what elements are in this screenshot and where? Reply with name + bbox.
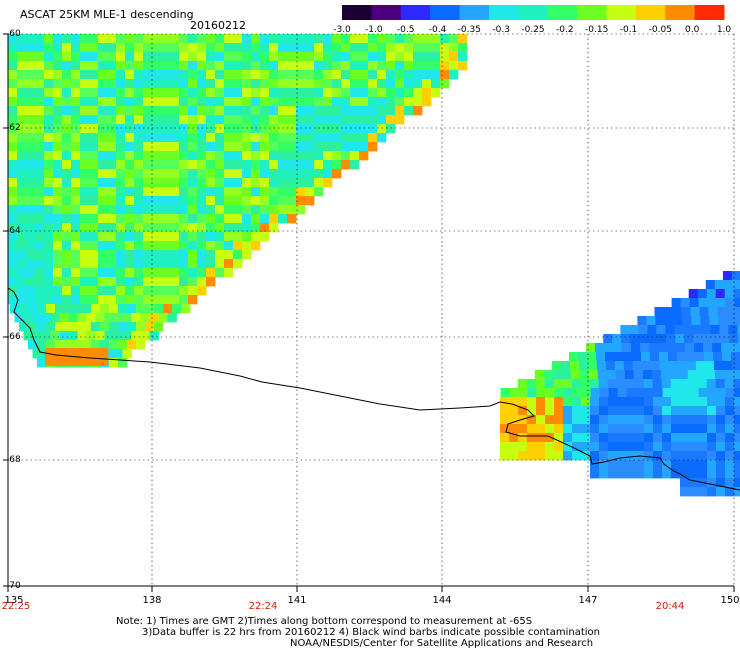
plot-frame	[7, 34, 734, 587]
colorbar-swatch	[342, 5, 372, 20]
lat-label: -66	[6, 332, 21, 342]
map-title: ASCAT 25KM MLE-1 descending	[20, 8, 194, 21]
colorbar-label: -3.0	[333, 25, 351, 35]
time-label: 22:24	[248, 601, 278, 612]
note-line-2: 3)Data buffer is 22 hrs from 20160212 4)…	[142, 627, 600, 638]
colorbar-swatch	[430, 5, 461, 20]
lat-label: -68	[6, 455, 21, 465]
colorbar-swatch	[635, 5, 666, 20]
colorbar	[342, 5, 725, 20]
colorbar-label: 0.0	[684, 25, 700, 35]
lon-label: 144	[432, 595, 452, 606]
colorbar-swatch	[459, 5, 490, 20]
lon-label: 138	[142, 595, 162, 606]
colorbar-label: -0.05	[648, 25, 672, 35]
note-line-3: NOAA/NESDIS/Center for Satellite Applica…	[290, 638, 594, 649]
colorbar-swatch	[694, 5, 725, 20]
lat-label: -62	[6, 123, 21, 133]
colorbar-swatch	[518, 5, 549, 20]
colorbar-label: -0.15	[585, 25, 609, 35]
colorbar-label: -0.1	[619, 25, 638, 35]
colorbar-swatch	[547, 5, 578, 20]
lat-label: -64	[6, 226, 21, 236]
time-label: 22:25	[1, 601, 31, 612]
map-date: 20160212	[190, 19, 246, 32]
colorbar-label: 1.0	[716, 25, 732, 35]
axis-ticks	[3, 33, 735, 592]
colorbar-label: -0.2	[556, 25, 574, 35]
lon-label: 135	[4, 595, 24, 606]
colorbar-swatch	[665, 5, 696, 20]
swath-east-blue	[500, 271, 740, 497]
lat-label: -70	[6, 581, 21, 591]
colorbar-swatch	[488, 5, 519, 20]
colorbar-label: -0.4	[428, 25, 447, 35]
coastline	[7, 287, 740, 491]
colorbar-label: -1.0	[365, 25, 383, 35]
colorbar-swatch	[577, 5, 607, 20]
time-label: 20:44	[655, 601, 685, 612]
colorbar-swatch	[606, 5, 637, 20]
colorbar-label: -0.3	[492, 25, 510, 35]
note-line-1: Note: 1) Times are GMT 2)Times along bot…	[116, 616, 533, 627]
lon-label: 150	[720, 595, 740, 606]
swath-west-green	[8, 34, 468, 368]
lon-label: 141	[287, 595, 307, 606]
colorbar-swatch	[371, 5, 402, 20]
lon-label: 147	[578, 595, 598, 606]
colorbar-label: -0.35	[457, 25, 481, 35]
colorbar-label: -0.25	[521, 25, 545, 35]
lat-label: -60	[6, 29, 21, 39]
colorbar-label: -0.5	[396, 25, 415, 35]
colorbar-swatch	[400, 5, 431, 20]
